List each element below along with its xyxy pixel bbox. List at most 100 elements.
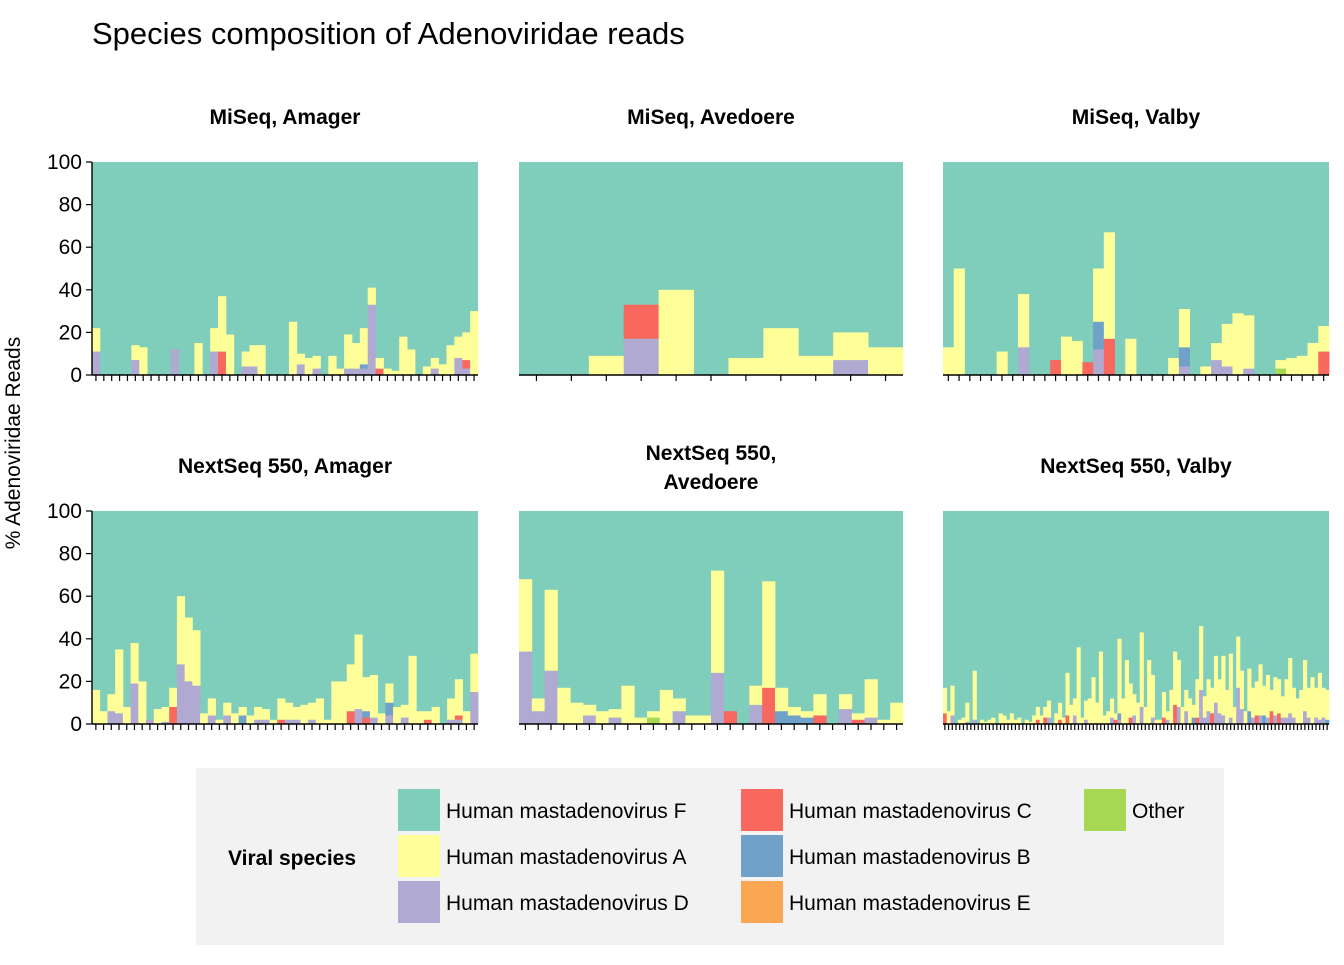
bar-segment <box>169 706 178 724</box>
bar-segment <box>1275 368 1287 375</box>
bar-segment <box>107 694 116 712</box>
bar-segment <box>1009 713 1014 724</box>
bar-segment <box>1221 323 1233 367</box>
bar-segment <box>1024 719 1029 724</box>
bar-segment <box>775 687 789 712</box>
bar-segment <box>312 368 321 375</box>
bar-segment <box>315 698 324 724</box>
bar-segment <box>408 655 417 724</box>
bar-segment <box>711 672 725 724</box>
legend-item: Human mastadenovirus E <box>741 881 1031 923</box>
panel: NextSeq 550, Avedoere <box>519 442 904 730</box>
bar-segment <box>1195 679 1200 718</box>
bar-segment <box>1017 717 1022 724</box>
y-tick-label: 40 <box>59 628 82 651</box>
bar-segment <box>1258 715 1263 724</box>
bar-segment <box>1093 321 1105 350</box>
bar-segment <box>1158 719 1163 724</box>
legend-title: Viral species <box>228 847 356 870</box>
bar-segment <box>864 679 878 718</box>
bar-segment <box>194 343 203 375</box>
bar-segment <box>1184 689 1189 712</box>
bar-segment <box>1221 366 1233 375</box>
bar-segment <box>1110 717 1115 724</box>
bar-segment <box>1200 366 1212 375</box>
bar-segment <box>1176 660 1181 707</box>
bar-segment <box>1125 338 1137 375</box>
bar-segment <box>1318 351 1330 375</box>
bar-segment <box>375 368 384 375</box>
bar-segment <box>996 351 1008 375</box>
bar-segment <box>1072 698 1078 716</box>
panel-strip-label: Avedoere <box>664 471 759 494</box>
bar-segment <box>391 370 400 375</box>
bar-segment <box>1093 268 1105 322</box>
bar-segment <box>1095 702 1100 724</box>
bar-segment <box>1002 715 1007 724</box>
bar-segment <box>1299 689 1304 724</box>
bar-segment <box>1228 653 1233 718</box>
bar-segment <box>308 719 317 724</box>
bar-segment <box>1143 706 1148 724</box>
bar-segment <box>1132 694 1137 716</box>
legend-item: Human mastadenovirus D <box>398 881 689 923</box>
bar-segment <box>200 713 209 724</box>
bar-segment <box>1321 717 1326 724</box>
bar-segment <box>1028 721 1033 724</box>
bar-segment <box>787 715 801 724</box>
bar-segment <box>323 719 332 724</box>
bar-segment <box>1243 711 1248 724</box>
legend-item: Human mastadenovirus B <box>741 835 1031 877</box>
bar-segment <box>1202 696 1207 718</box>
bar-segment <box>672 698 686 712</box>
bar-segment <box>207 715 216 724</box>
bar-segment <box>1307 343 1319 375</box>
bar-segment <box>1243 368 1255 375</box>
bar-segment <box>1303 660 1308 712</box>
y-tick-label: 20 <box>59 670 82 693</box>
bar-segment <box>813 694 827 716</box>
bar-segment <box>1106 711 1111 724</box>
bar-segment <box>557 687 571 724</box>
y-tick-label: 0 <box>70 364 82 387</box>
bar-segment <box>447 719 456 724</box>
panel: MiSeq, Avedoere <box>519 106 904 381</box>
bar-segment <box>623 304 660 339</box>
bar-segment <box>1136 702 1141 724</box>
legend-swatch <box>398 835 440 877</box>
y-tick-label: 60 <box>59 585 82 608</box>
bar-segment <box>362 677 371 712</box>
bar-segment <box>454 679 463 716</box>
bar-segment <box>331 681 340 724</box>
bar-segment <box>422 366 432 375</box>
legend-label: Human mastadenovirus B <box>789 846 1031 869</box>
bar-segment <box>277 719 286 724</box>
bar-segment <box>354 709 363 724</box>
bar-segment <box>1180 706 1185 724</box>
bar-segment <box>261 709 270 720</box>
bar-segment <box>621 685 635 724</box>
bar-segment <box>728 357 764 375</box>
bar-segment <box>1060 336 1073 375</box>
bar-segment <box>92 351 101 375</box>
bar-segment <box>583 704 597 716</box>
bar-segment <box>1035 706 1040 720</box>
bar-segment <box>292 706 301 720</box>
bar-segment <box>763 328 799 375</box>
bar-segment <box>851 713 865 720</box>
bar-segment <box>383 368 392 375</box>
bar-segment <box>407 349 416 375</box>
bar-segment <box>192 685 201 724</box>
bar-segment <box>153 709 162 724</box>
bar-segment <box>1288 713 1293 724</box>
y-tick-label: 60 <box>59 236 82 259</box>
bar-segment <box>1296 355 1308 375</box>
bar-segment <box>1291 717 1296 724</box>
bar-segment <box>1132 715 1137 724</box>
bar-segment <box>359 368 369 375</box>
panel-background-f <box>92 511 478 724</box>
bar-segment <box>462 368 471 375</box>
bar-segment <box>416 711 425 724</box>
bar-segment <box>950 685 955 716</box>
